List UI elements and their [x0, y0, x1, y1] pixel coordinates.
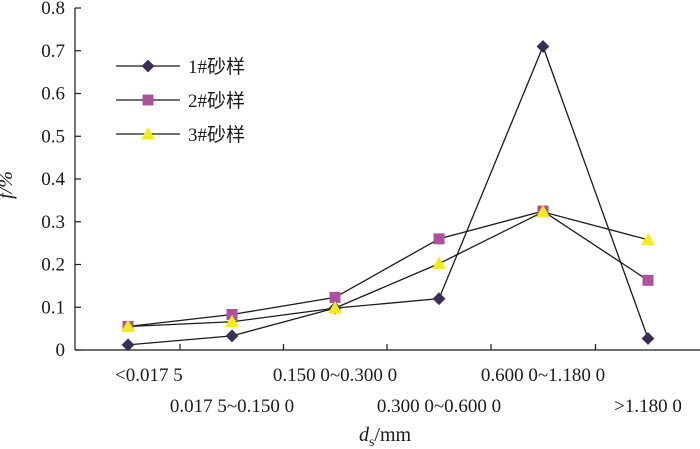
series-2-point — [226, 309, 238, 321]
series-1-point — [432, 292, 446, 306]
legend-marker — [141, 59, 155, 73]
series-1-point — [536, 40, 550, 53]
x-axis-title-main: d — [359, 424, 370, 446]
series-2-line — [127, 210, 649, 328]
series-3-point — [328, 301, 342, 314]
series-1 — [127, 44, 649, 346]
x-category-label: <0.017 5 — [115, 365, 183, 386]
legend: 1#砂样 2#砂样 3#砂样 — [116, 56, 245, 146]
y-tick-label: 0.7 — [41, 41, 65, 62]
series-3 — [127, 211, 649, 328]
y-tick-label: 0.5 — [41, 126, 65, 147]
y-tick-label: 0.4 — [41, 169, 65, 190]
series-3-point — [641, 232, 655, 246]
series-3-point — [225, 314, 239, 328]
x-category-label: 0.300 0~0.600 0 — [377, 396, 501, 417]
x-category-label: 0.150 0~0.300 0 — [273, 365, 397, 386]
x-ticks: <0.017 5 0.017 5~0.150 0 0.150 0~0.300 0 0.… — [115, 344, 682, 417]
y-tick-label: 0.8 — [41, 0, 65, 19]
series-3-point — [536, 204, 550, 218]
y-tick-label: 0.1 — [41, 297, 65, 318]
y-tick-label: 0.6 — [41, 84, 65, 105]
series-1-markers — [121, 40, 655, 352]
y-tick-label: 0.2 — [41, 255, 65, 276]
x-axis-title-sub: s — [369, 435, 374, 449]
series-1-point — [225, 329, 239, 343]
series-1-point — [121, 338, 135, 352]
y-tick-label: 0 — [56, 340, 66, 361]
x-category-label: 0.017 5~0.150 0 — [170, 396, 294, 417]
legend-marker — [142, 94, 154, 106]
y-tick-label: 0.3 — [41, 212, 65, 233]
y-ticks: 0 0.1 0.2 0.3 0.4 0.5 0.6 0.7 0.8 — [41, 0, 81, 361]
series-1-line — [127, 44, 649, 346]
series-3-point — [121, 319, 135, 332]
series-2-markers — [122, 205, 654, 332]
legend-marker — [141, 127, 155, 140]
x-axis-title-unit: /mm — [374, 424, 411, 446]
series-group — [121, 40, 655, 352]
legend-label: 3#砂样 — [188, 124, 245, 146]
y-axis-title: f/% — [0, 171, 17, 199]
series-2-point — [642, 274, 654, 286]
series-2 — [127, 210, 649, 328]
series-2-point — [433, 233, 445, 245]
series-3-point — [432, 256, 446, 270]
x-category-label: 0.600 0~1.180 0 — [481, 365, 605, 386]
series-1-point — [641, 332, 655, 345]
x-category-label: >1.180 0 — [614, 396, 682, 417]
series-3-line — [127, 211, 649, 328]
x-axis-title: ds/mm — [359, 424, 412, 449]
series-2-point — [329, 291, 341, 303]
legend-label: 1#砂样 — [188, 56, 245, 78]
legend-label: 2#砂样 — [188, 90, 245, 112]
series-3-markers — [121, 204, 655, 332]
